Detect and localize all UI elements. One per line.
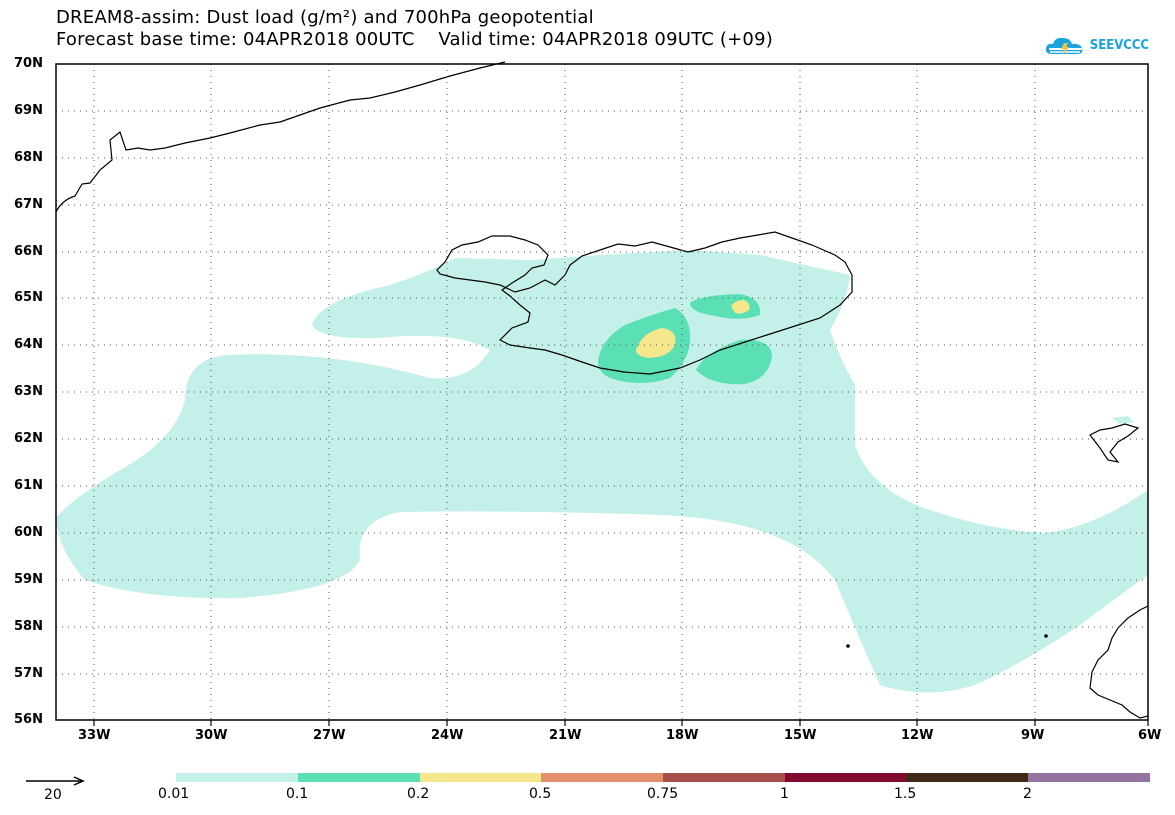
lat-label: 59N	[14, 572, 43, 587]
colorbar-swatch-6	[785, 773, 906, 782]
lat-label: 60N	[14, 525, 43, 540]
lon-label: 33W	[78, 728, 111, 743]
gridlines	[56, 64, 1148, 720]
lat-label: 68N	[14, 150, 43, 165]
iceland-coast	[436, 231, 853, 375]
colorbar-label: 0.01	[158, 786, 190, 802]
lat-label: 62N	[14, 431, 43, 446]
greenland-coast	[55, 61, 506, 213]
map-subtitle: Forecast base time: 04APR2018 00UTC Vali…	[56, 29, 773, 50]
colorbar-label: 1	[780, 786, 789, 802]
faroe-coast	[1089, 423, 1140, 463]
map-frame	[55, 63, 1149, 721]
lat-label: 65N	[14, 290, 43, 305]
lat-label: 66N	[14, 244, 43, 259]
map-title: DREAM8-assim: Dust load (g/m²) and 700hP…	[56, 7, 594, 28]
colorbar-swatch-1	[176, 773, 298, 782]
lat-label: 69N	[14, 103, 43, 118]
colorbar-swatch-8	[1028, 773, 1150, 782]
lat-label: 61N	[14, 478, 43, 493]
lat-label: 67N	[14, 197, 43, 212]
lon-label: 12W	[901, 728, 934, 743]
seevccc-logo: SEEVCCC	[1044, 34, 1149, 56]
cloud-icon	[1045, 37, 1083, 55]
lat-label: 57N	[14, 666, 43, 681]
lon-label: 18W	[666, 728, 699, 743]
colorbar-swatch-3	[420, 773, 541, 782]
lat-label: 63N	[14, 384, 43, 399]
dust-contour-0.01	[56, 250, 1148, 693]
colorbar-swatch-4	[541, 773, 663, 782]
logo-text: SEEVCCC	[1089, 37, 1149, 53]
dust-contour-0.2	[636, 300, 750, 358]
lon-label: 21W	[549, 728, 582, 743]
colorbar-label: 0.1	[286, 786, 309, 802]
lon-label: 30W	[195, 728, 228, 743]
coastlines	[55, 61, 1149, 719]
colorbar-label: 0.5	[529, 786, 552, 802]
lon-label: 9W	[1021, 728, 1045, 743]
lat-label: 64N	[14, 337, 43, 352]
lat-label: 70N	[14, 56, 43, 71]
lon-label: 6W	[1138, 728, 1162, 743]
lon-label: 24W	[431, 728, 464, 743]
colorbar-label: 0.2	[407, 786, 430, 802]
lon-label: 27W	[313, 728, 346, 743]
axis-ticks	[93, 720, 1149, 726]
colorbar-swatch-7	[906, 773, 1028, 782]
colorbar-label: 0.75	[647, 786, 679, 802]
colorbar	[176, 773, 1150, 782]
wind-arrow-label: 20	[44, 787, 62, 803]
lat-label: 58N	[14, 619, 43, 634]
wind-reference-arrow	[26, 776, 85, 786]
scotland-coast	[1089, 605, 1149, 719]
colorbar-label: 2	[1023, 786, 1032, 802]
lat-label: 56N	[14, 712, 43, 727]
colorbar-swatch-2	[298, 773, 420, 782]
colorbar-swatch-5	[663, 773, 785, 782]
colorbar-label: 1.5	[894, 786, 917, 802]
lon-label: 15W	[784, 728, 817, 743]
